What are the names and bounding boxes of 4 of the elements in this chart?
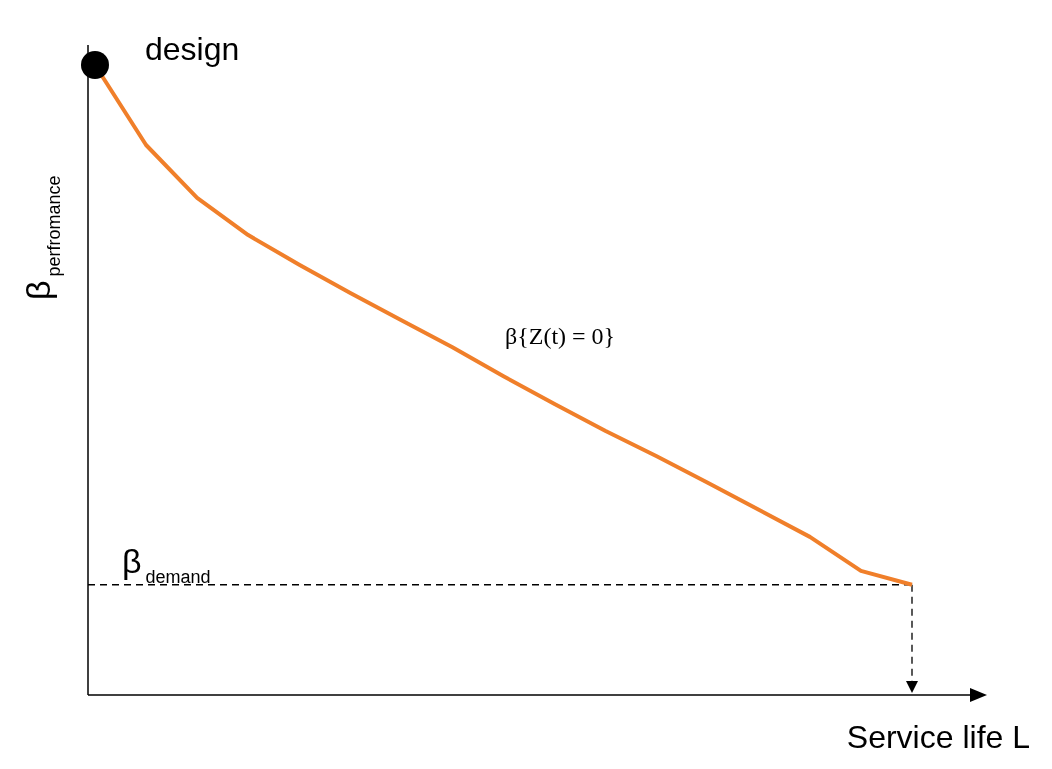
annotation: β{Z(t) = 0} (505, 322, 616, 349)
annotation: design (145, 31, 240, 68)
ref-line-label: β$_{demand}$ (122, 541, 211, 587)
x-axis-title: Service life L (846, 719, 1030, 755)
